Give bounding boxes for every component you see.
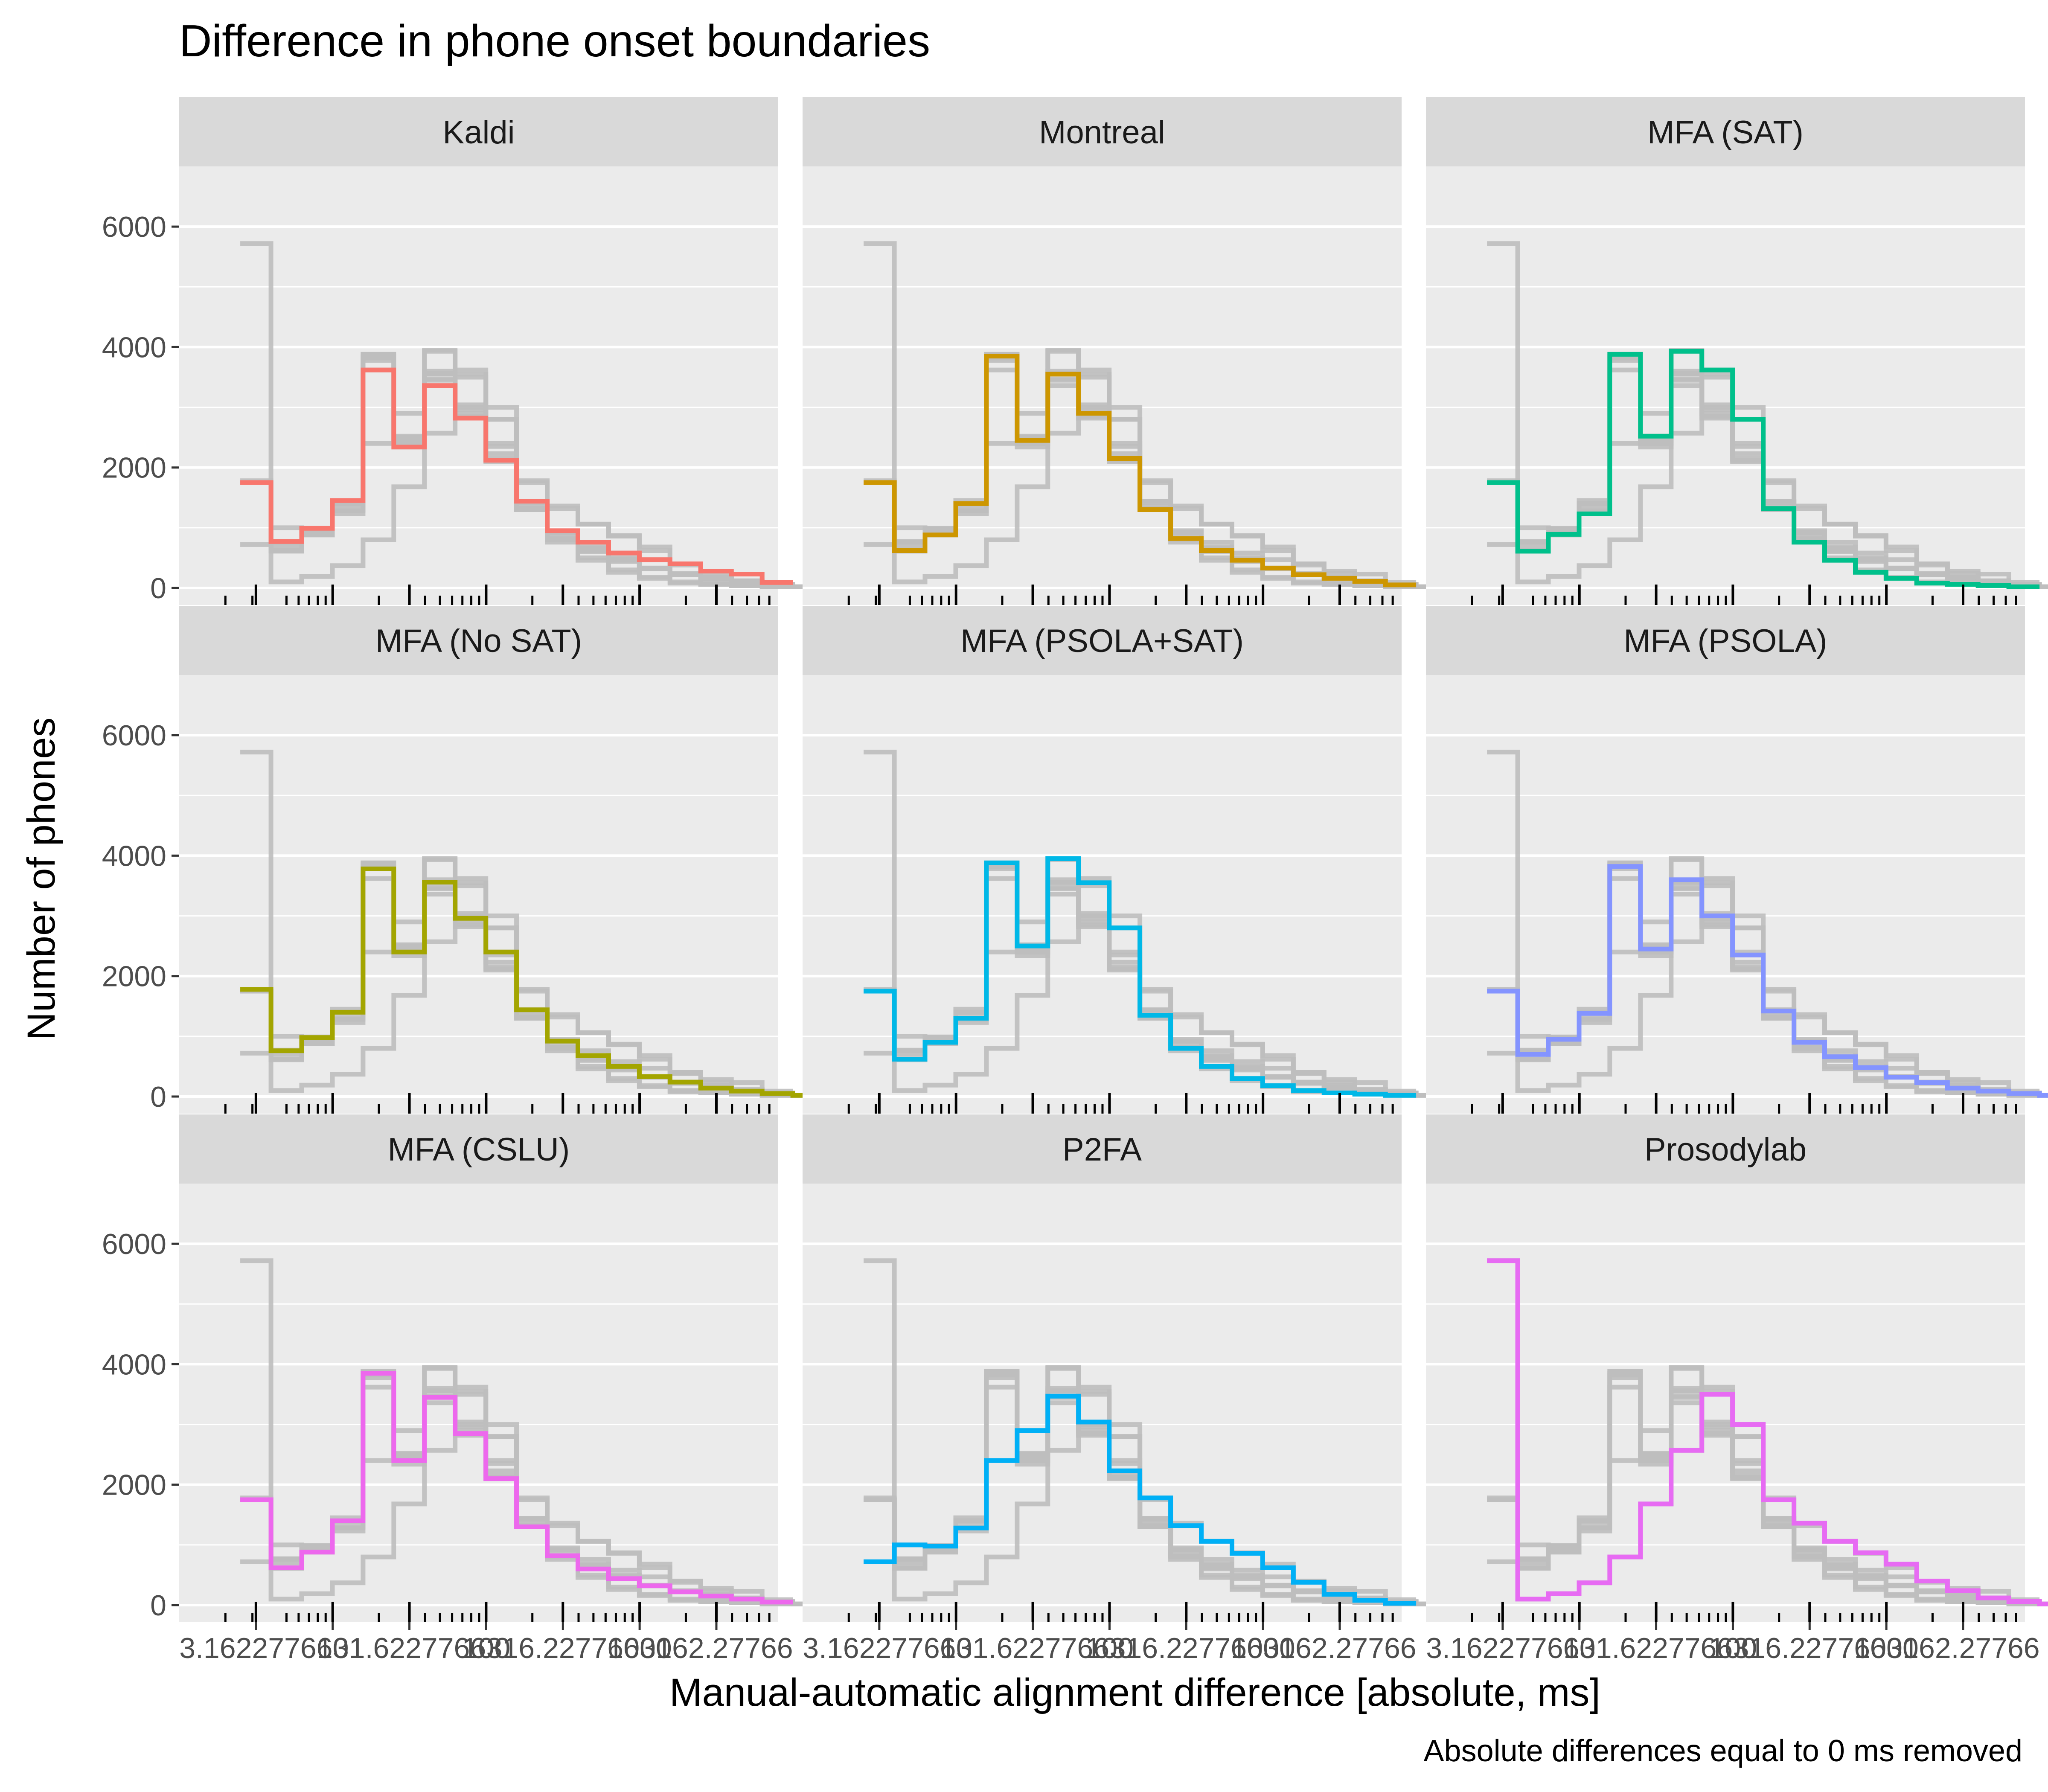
y-axis-label: Number of phones: [20, 718, 63, 1041]
chart-title: Difference in phone onset boundaries: [179, 16, 930, 66]
y-tick-label: 2000: [102, 960, 166, 993]
facet-strip-label: P2FA: [1062, 1132, 1142, 1168]
caption: Absolute differences equal to 0 ms remov…: [1424, 1734, 2022, 1768]
x-tick-label: 1000: [1231, 1632, 1295, 1664]
facet-strip: [1426, 1114, 2025, 1184]
panel-background: [1426, 1184, 2025, 1622]
x-tick-label: 316.227766: [486, 1632, 640, 1664]
y-tick-label: 4000: [102, 1348, 166, 1381]
x-tick-label: 3162.27766: [640, 1632, 793, 1664]
x-tick-label: 31.6227766: [956, 1632, 1109, 1664]
facet-p2fa: P2FA 3.162277661031.6227766100316.2277661…: [803, 1114, 1447, 1664]
facet-mfa-sat: MFA (SAT): [1426, 97, 2048, 605]
facet-mfa-psola-sat: MFA (PSOLA+SAT): [803, 606, 1447, 1114]
x-tick-label: 3162.27766: [1263, 1632, 1416, 1664]
facet-prosodylab: Prosodylab 3.162277661031.6227766100316.2…: [1426, 1114, 2048, 1664]
y-tick-label: 2000: [102, 452, 166, 484]
facet-strip: [803, 97, 1402, 166]
x-tick-label: 10: [1563, 1632, 1596, 1664]
facet-strip-label: MFA (SAT): [1647, 114, 1804, 151]
panel-background: [179, 1184, 778, 1622]
x-tick-label: 100: [462, 1632, 510, 1664]
ghost-series-line: [864, 241, 1447, 589]
x-tick-label: 1000: [1854, 1632, 1919, 1664]
facet-strip: [179, 97, 778, 166]
facet-strip-label: MFA (No SAT): [375, 623, 582, 659]
facet-montreal: Montreal: [803, 97, 1447, 605]
x-tick-label: 3162.27766: [1886, 1632, 2039, 1664]
series-line: [864, 1393, 1417, 1606]
panel-background: [803, 166, 1402, 605]
series-line: [1487, 349, 2040, 589]
x-tick-label: 100: [1709, 1632, 1757, 1664]
panel-background: [803, 1184, 1402, 1622]
facet-strip: [179, 1114, 778, 1184]
facet-strip-label: MFA (PSOLA+SAT): [960, 623, 1244, 659]
series-line: [240, 867, 824, 1098]
ghost-series-line: [1487, 750, 2048, 1098]
ghost-series-line: [864, 750, 1447, 1098]
facet-strip-label: Kaldi: [443, 114, 515, 151]
y-tick-label: 6000: [102, 719, 166, 752]
y-tick-label: 0: [150, 1081, 166, 1113]
facet-strip: [803, 606, 1402, 675]
panel-background: [1426, 675, 2025, 1114]
facet-panels: Kaldi 0 2000 4000 6000 Montreal MFA (SAT) MFA (…: [102, 97, 2048, 1664]
panel-background: [179, 166, 778, 605]
x-tick-label: 316.227766: [1110, 1632, 1263, 1664]
x-tick-label: 3.16227766: [179, 1632, 332, 1664]
panel-background: [803, 675, 1402, 1114]
panel-background: [1426, 166, 2025, 605]
x-tick-label: 10: [940, 1632, 972, 1664]
facet-strip: [803, 1114, 1402, 1184]
facet-mfa-psola: MFA (PSOLA): [1426, 606, 2048, 1114]
ghost-series-line: [240, 1258, 824, 1606]
x-axis-label: Manual-automatic alignment difference [a…: [669, 1671, 1600, 1714]
y-tick-label: 0: [150, 572, 166, 605]
ghost-series-line: [240, 241, 824, 589]
ghost-series-line: [240, 750, 824, 1098]
panel-background: [179, 675, 778, 1114]
y-tick-label: 2000: [102, 1469, 166, 1501]
facet-strip: [179, 606, 778, 675]
x-tick-label: 10: [317, 1632, 349, 1664]
facet-strip-label: MFA (PSOLA): [1623, 623, 1827, 659]
ghost-series-line: [1487, 241, 2048, 589]
y-tick-label: 6000: [102, 1228, 166, 1260]
facet-mfa-cslu: MFA (CSLU) 0 2000 4000 6000 3.162277661031.62…: [102, 1114, 824, 1664]
series-line: [240, 367, 793, 585]
series-line: [1487, 864, 2048, 1098]
facet-strip-label: Prosodylab: [1644, 1132, 1807, 1168]
x-tick-label: 316.227766: [1733, 1632, 1886, 1664]
facet-kaldi: Kaldi 0 2000 4000 6000: [102, 97, 824, 605]
facet-mfa-no-sat: MFA (No SAT) 0 2000 4000 6000: [102, 606, 824, 1114]
x-tick-label: 31.6227766: [333, 1632, 486, 1664]
facet-strip: [1426, 606, 2025, 675]
y-tick-label: 6000: [102, 211, 166, 243]
facet-strip: [1426, 97, 2025, 166]
series-line: [1487, 1258, 2048, 1606]
x-tick-label: 1000: [608, 1632, 672, 1664]
series-line: [864, 354, 1417, 588]
series-line: [240, 1371, 793, 1605]
y-tick-label: 0: [150, 1589, 166, 1622]
x-tick-label: 3.16227766: [803, 1632, 956, 1664]
y-tick-label: 4000: [102, 840, 166, 872]
series-line: [864, 856, 1417, 1098]
y-tick-label: 4000: [102, 331, 166, 364]
x-tick-label: 3.16227766: [1426, 1632, 1579, 1664]
x-tick-label: 31.6227766: [1580, 1632, 1733, 1664]
x-tick-label: 100: [1085, 1632, 1134, 1664]
facet-strip-label: Montreal: [1039, 114, 1165, 151]
facet-strip-label: MFA (CSLU): [388, 1132, 570, 1168]
